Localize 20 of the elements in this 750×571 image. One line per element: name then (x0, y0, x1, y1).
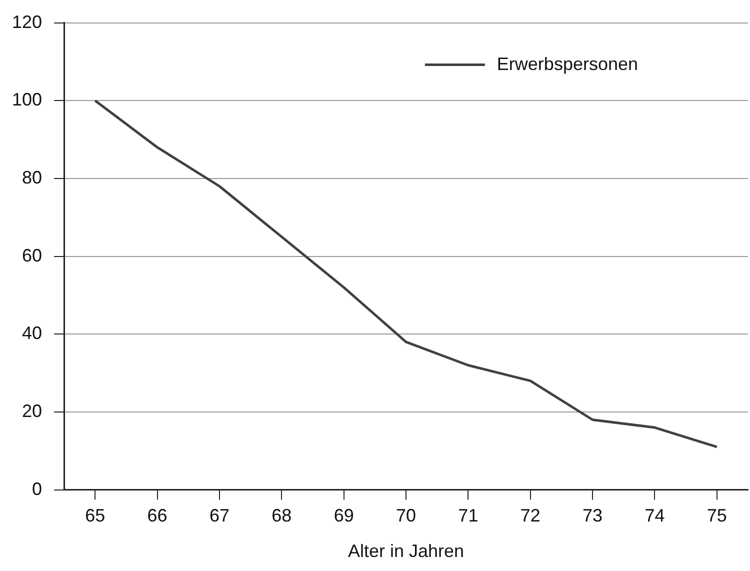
y-tick-label: 60 (22, 245, 42, 266)
x-tick-label: 73 (582, 506, 603, 526)
x-tick-label: 67 (209, 506, 230, 526)
y-tick-label: 120 (12, 12, 42, 32)
x-axis-title: Alter in Jahren (348, 541, 464, 562)
y-tick-label: 40 (22, 323, 42, 344)
x-tick-label: 66 (147, 506, 168, 526)
x-tick-label: 70 (396, 506, 416, 526)
x-tick-label: 72 (520, 506, 540, 526)
legend-label: Erwerbspersonen (496, 54, 638, 74)
y-tick-label: 20 (22, 400, 42, 421)
x-tick-label: 71 (458, 506, 478, 526)
x-tick-label: 75 (706, 506, 727, 526)
y-tick-label: 0 (32, 478, 42, 499)
y-tick-label: 100 (12, 90, 42, 110)
x-tick-label: 69 (334, 506, 354, 526)
x-tick-label: 68 (272, 506, 292, 526)
x-tick-label: 74 (644, 506, 665, 526)
y-tick-label: 80 (22, 167, 42, 188)
x-tick-label: 65 (85, 506, 106, 526)
